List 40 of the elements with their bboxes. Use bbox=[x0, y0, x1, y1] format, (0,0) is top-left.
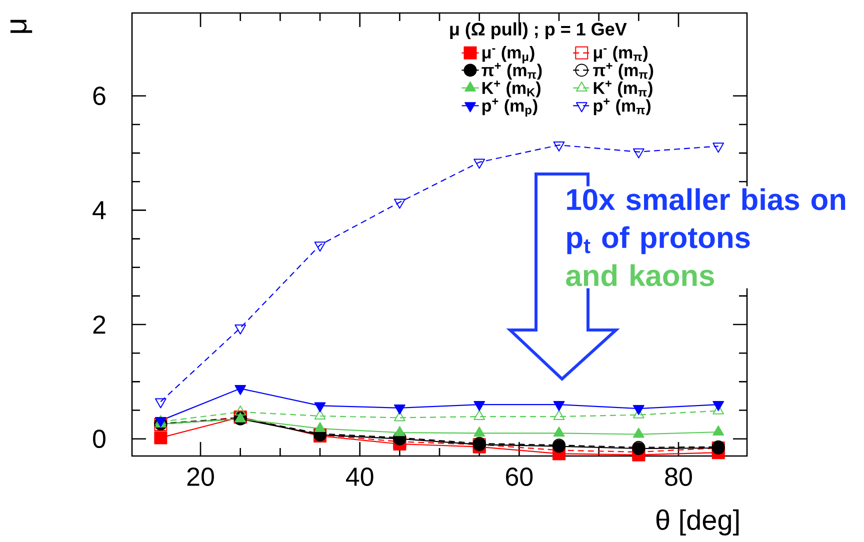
point bbox=[394, 198, 406, 209]
point bbox=[394, 404, 406, 414]
point bbox=[553, 142, 565, 152]
legend-label: p$^{+}$ (m$_{π}$) bbox=[594, 98, 650, 116]
legend-label: K$^{+}$ (m$_{π}$) bbox=[594, 80, 652, 98]
point bbox=[314, 242, 326, 252]
x-axis-title: θ [deg] bbox=[656, 509, 739, 536]
annotation: and kaons bbox=[566, 264, 714, 286]
legend-label: μ$^{-}$ (m$_{π}$) bbox=[594, 46, 648, 62]
point bbox=[234, 324, 246, 334]
x-tick-label: 20 bbox=[187, 468, 214, 486]
point bbox=[632, 148, 644, 158]
point bbox=[394, 426, 406, 436]
point bbox=[553, 426, 565, 437]
point bbox=[154, 431, 168, 444]
x-tick-label: 40 bbox=[346, 468, 374, 486]
legend-label: π$^{+}$ (m$_{π}$) bbox=[482, 62, 542, 80]
y-tick-label: 6 bbox=[93, 86, 106, 106]
y-axis-title: μ bbox=[10, 20, 32, 33]
x-tick-label: 60 bbox=[506, 468, 533, 486]
point bbox=[474, 158, 486, 169]
legend-label: π$^{+}$ (m$_{π}$) bbox=[593, 62, 654, 80]
point bbox=[474, 426, 486, 437]
point bbox=[553, 410, 565, 420]
point bbox=[632, 446, 646, 458]
point bbox=[632, 428, 644, 438]
legend-label: K$^{+}$ (m$_{K}$) bbox=[482, 80, 540, 98]
point bbox=[712, 142, 724, 153]
point bbox=[712, 425, 724, 436]
y-tick-label: 4 bbox=[92, 201, 106, 220]
point bbox=[394, 411, 406, 422]
legend-label: p$^{+}$ (m$_{p}$) bbox=[482, 98, 538, 117]
annotation: 10x smaller bias on p$_{t}$ of protons bbox=[567, 188, 846, 254]
y-tick-label: 2 bbox=[93, 315, 106, 334]
legend-label: μ$^{-}$ (m$_{μ}$) bbox=[482, 46, 534, 64]
x-tick-label: 80 bbox=[665, 468, 692, 486]
legend-title: μ (Ω pull) ; p = 1 GeV bbox=[450, 22, 627, 40]
point bbox=[314, 422, 326, 432]
y-tick-label: 0 bbox=[93, 430, 106, 448]
point bbox=[474, 410, 486, 420]
